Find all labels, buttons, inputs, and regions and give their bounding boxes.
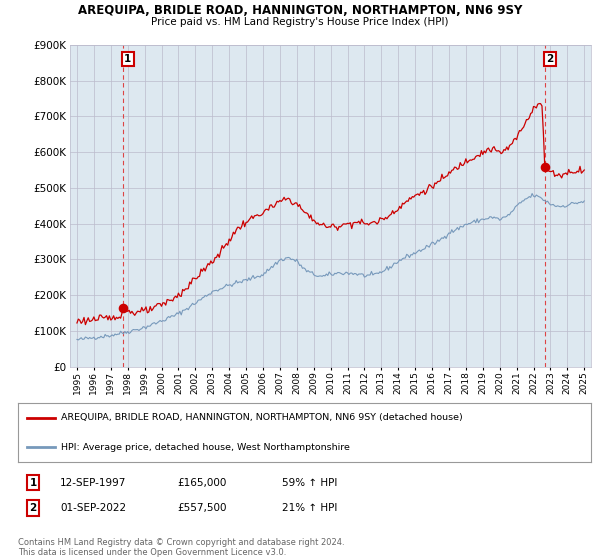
- Text: 01-SEP-2022: 01-SEP-2022: [60, 503, 126, 513]
- Text: AREQUIPA, BRIDLE ROAD, HANNINGTON, NORTHAMPTON, NN6 9SY: AREQUIPA, BRIDLE ROAD, HANNINGTON, NORTH…: [78, 4, 522, 17]
- Text: Price paid vs. HM Land Registry's House Price Index (HPI): Price paid vs. HM Land Registry's House …: [151, 17, 449, 27]
- Text: 21% ↑ HPI: 21% ↑ HPI: [282, 503, 337, 513]
- Text: £557,500: £557,500: [177, 503, 227, 513]
- Text: 59% ↑ HPI: 59% ↑ HPI: [282, 478, 337, 488]
- Text: 1: 1: [29, 478, 37, 488]
- Text: 2: 2: [546, 54, 554, 64]
- Text: 12-SEP-1997: 12-SEP-1997: [60, 478, 127, 488]
- Point: [118, 304, 128, 312]
- Point: [540, 163, 550, 172]
- Text: AREQUIPA, BRIDLE ROAD, HANNINGTON, NORTHAMPTON, NN6 9SY (detached house): AREQUIPA, BRIDLE ROAD, HANNINGTON, NORTH…: [61, 413, 463, 422]
- Text: Contains HM Land Registry data © Crown copyright and database right 2024.
This d: Contains HM Land Registry data © Crown c…: [18, 538, 344, 557]
- Text: 1: 1: [124, 54, 131, 64]
- Text: £165,000: £165,000: [177, 478, 226, 488]
- Text: 2: 2: [29, 503, 37, 513]
- Text: HPI: Average price, detached house, West Northamptonshire: HPI: Average price, detached house, West…: [61, 443, 350, 452]
